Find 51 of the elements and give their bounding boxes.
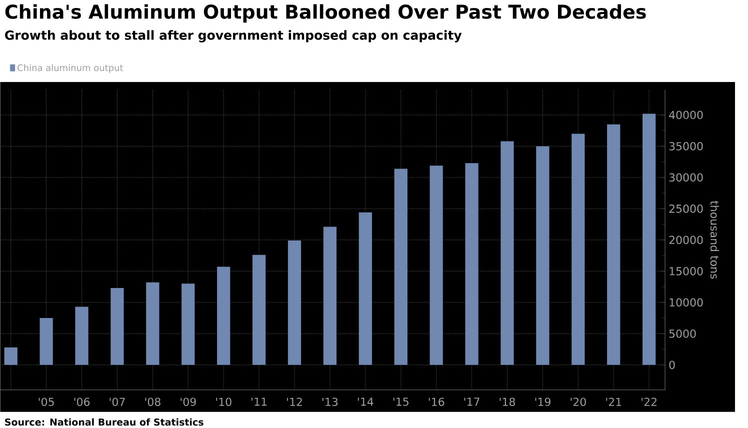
x-tick-label: '13 [322,398,338,406]
x-tick-label: '14 [358,398,374,406]
x-tick-label: '15 [393,398,408,406]
bar [642,114,656,365]
bar [4,347,18,365]
x-tick-label: '22 [642,398,656,406]
bar [182,284,195,365]
bar [394,168,408,365]
x-tick-label: '17 [464,398,480,406]
x-tick-label: '21 [606,398,622,406]
chart-subtitle: Growth about to stall after government imposed cap on capacity [5,30,462,42]
bar [252,254,266,365]
x-tick-label: '05 [38,398,54,406]
y-tick-label: 30000 [669,173,703,182]
y-tick-label: 40000 [669,110,703,120]
legend-label: China aluminum output [18,64,124,73]
y-tick-label: 20000 [669,236,703,244]
y-tick-label: 0 [669,360,675,370]
x-tick-label: '11 [252,398,267,406]
bar [323,226,337,365]
y-tick-label: 15000 [670,267,703,276]
bar [110,288,124,365]
y-axis-title: thousand tons [710,200,719,279]
bar [217,266,230,365]
y-tick-label: 35000 [669,142,703,150]
bar [607,124,620,365]
bar [572,134,585,365]
x-tick-label: '10 [216,398,232,406]
x-tick-label: '06 [74,398,90,406]
bar [288,240,302,365]
x-tick-label: '12 [287,398,302,406]
bar [40,318,53,365]
x-tick-label: '18 [500,398,515,406]
chart-title: China's Aluminum Output Ballooned Over Past Two Decades [5,4,646,23]
x-tick-label: '09 [180,398,196,406]
x-tick-label: '07 [110,398,125,406]
bar [75,306,88,365]
source-note: Source: National Bureau of Statistics [5,418,204,426]
bar [500,141,514,365]
x-tick-label: '16 [428,398,444,406]
bar [146,282,160,365]
bar [358,212,372,365]
y-tick-label: 5000 [669,330,696,338]
x-tick-label: '20 [570,398,586,406]
x-tick-label: '08 [145,398,160,406]
y-tick-label: 25000 [669,204,703,213]
y-tick-label: 10000 [670,298,703,307]
bar [430,166,443,365]
bar [465,163,478,365]
bar [536,146,550,365]
x-tick-label: '19 [535,398,550,406]
